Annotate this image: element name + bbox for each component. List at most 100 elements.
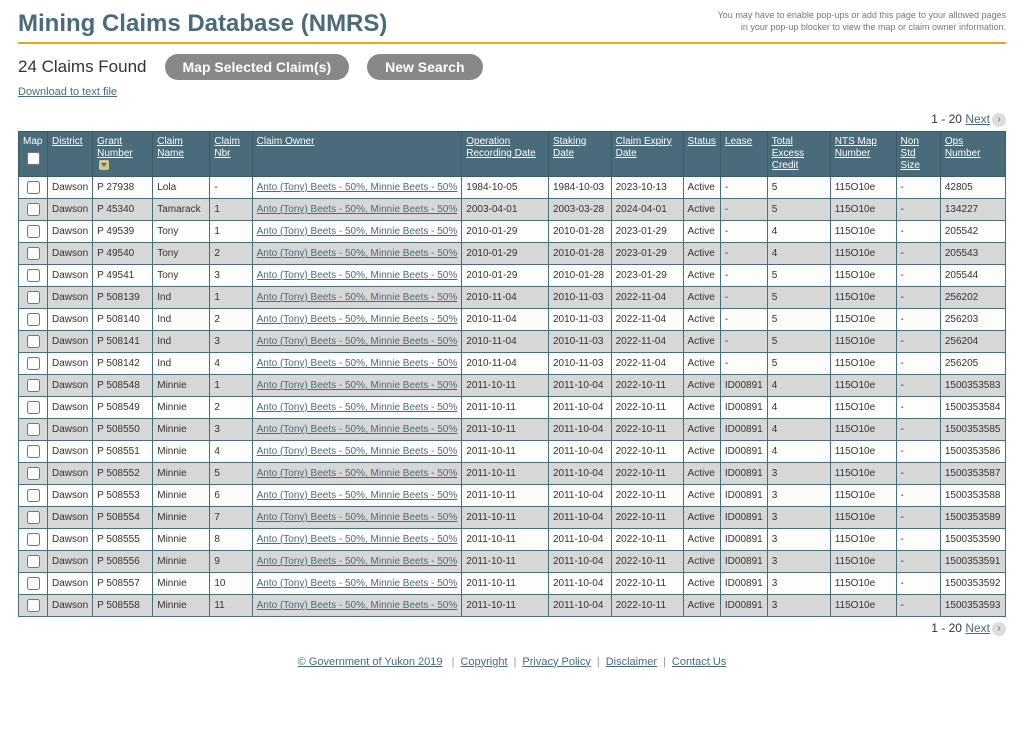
chevron-right-icon[interactable]: › (992, 113, 1006, 127)
col-header-total_excess[interactable]: Total Excess Credit (767, 131, 830, 176)
footer-gov-link[interactable]: © Government of Yukon 2019 (298, 656, 443, 668)
cell-nts_map: 115O10e (830, 550, 896, 572)
cell-ops_number: 134227 (940, 198, 1005, 220)
col-header-lease[interactable]: Lease (720, 131, 767, 176)
cell-lease: - (720, 242, 767, 264)
col-header-link-status[interactable]: Status (688, 136, 716, 148)
claim-owner-link[interactable]: Anto (Tony) Beets - 50%, Minnie Beets - … (257, 402, 458, 413)
col-header-claim_owner[interactable]: Claim Owner (252, 131, 462, 176)
row-checkbox[interactable] (27, 489, 40, 502)
col-header-link-claim_owner[interactable]: Claim Owner (257, 136, 458, 148)
claim-owner-link[interactable]: Anto (Tony) Beets - 50%, Minnie Beets - … (257, 600, 458, 611)
cell-total_excess: 3 (767, 506, 830, 528)
col-header-link-ops_number[interactable]: Ops Number (945, 136, 1001, 160)
claim-owner-link[interactable]: Anto (Tony) Beets - 50%, Minnie Beets - … (257, 578, 458, 589)
row-checkbox[interactable] (27, 291, 40, 304)
row-checkbox[interactable] (27, 599, 40, 612)
cell-staking_date: 2011-10-04 (548, 572, 611, 594)
cell-non_std: - (896, 330, 940, 352)
claim-owner-link[interactable]: Anto (Tony) Beets - 50%, Minnie Beets - … (257, 512, 458, 523)
col-header-link-total_excess[interactable]: Total Excess Credit (772, 136, 826, 172)
row-checkbox[interactable] (27, 555, 40, 568)
col-header-staking_date[interactable]: Staking Date (548, 131, 611, 176)
claim-owner-link[interactable]: Anto (Tony) Beets - 50%, Minnie Beets - … (257, 292, 458, 303)
cell-op_rec_date: 2011-10-11 (462, 440, 549, 462)
row-checkbox[interactable] (27, 203, 40, 216)
footer-link-copyright[interactable]: Copyright (460, 656, 507, 668)
download-link[interactable]: Download to text file (18, 86, 117, 98)
col-header-link-claim_nbr[interactable]: Claim Nbr (214, 136, 247, 160)
claim-owner-link[interactable]: Anto (Tony) Beets - 50%, Minnie Beets - … (257, 314, 458, 325)
map-selected-button[interactable]: Map Selected Claim(s) (165, 54, 350, 80)
footer-link-contact-us[interactable]: Contact Us (672, 656, 726, 668)
col-header-link-grant_number[interactable]: Grant Number (97, 136, 148, 160)
claim-owner-link[interactable]: Anto (Tony) Beets - 50%, Minnie Beets - … (257, 358, 458, 369)
col-header-non_std[interactable]: Non Std Size (896, 131, 940, 176)
col-header-link-op_rec_date[interactable]: Operation Recording Date (466, 136, 544, 160)
claim-owner-link[interactable]: Anto (Tony) Beets - 50%, Minnie Beets - … (257, 490, 458, 501)
col-header-link-district[interactable]: District (52, 136, 88, 148)
cell-claim_nbr: 1 (210, 220, 252, 242)
row-checkbox[interactable] (27, 313, 40, 326)
cell-ops_number: 256205 (940, 352, 1005, 374)
chevron-right-icon[interactable]: › (992, 622, 1006, 636)
col-header-link-claim_name[interactable]: Claim Name (157, 136, 205, 160)
claim-owner-link[interactable]: Anto (Tony) Beets - 50%, Minnie Beets - … (257, 204, 458, 215)
cell-grant_number: P 508548 (93, 374, 153, 396)
col-header-link-staking_date[interactable]: Staking Date (553, 136, 607, 160)
claim-owner-link[interactable]: Anto (Tony) Beets - 50%, Minnie Beets - … (257, 270, 458, 281)
claim-owner-link[interactable]: Anto (Tony) Beets - 50%, Minnie Beets - … (257, 380, 458, 391)
row-checkbox[interactable] (27, 225, 40, 238)
col-header-status[interactable]: Status (683, 131, 720, 176)
cell-op_rec_date: 2011-10-11 (462, 396, 549, 418)
row-checkbox[interactable] (27, 379, 40, 392)
row-checkbox[interactable] (27, 511, 40, 524)
cell-nts_map: 115O10e (830, 396, 896, 418)
claim-owner-link[interactable]: Anto (Tony) Beets - 50%, Minnie Beets - … (257, 424, 458, 435)
new-search-button[interactable]: New Search (367, 54, 482, 80)
cell-ops_number: 1500353583 (940, 374, 1005, 396)
cell-claim_name: Minnie (153, 550, 210, 572)
row-checkbox[interactable] (27, 423, 40, 436)
row-checkbox[interactable] (27, 357, 40, 370)
col-header-link-claim_expiry[interactable]: Claim Expiry Date (616, 136, 679, 160)
col-header-link-non_std[interactable]: Non Std Size (901, 136, 936, 172)
col-header-claim_nbr[interactable]: Claim Nbr (210, 131, 252, 176)
pager-next-link[interactable]: Next (965, 112, 990, 126)
row-checkbox[interactable] (27, 401, 40, 414)
col-header-op_rec_date[interactable]: Operation Recording Date (462, 131, 549, 176)
claim-owner-link[interactable]: Anto (Tony) Beets - 50%, Minnie Beets - … (257, 534, 458, 545)
row-checkbox[interactable] (27, 533, 40, 546)
col-header-district[interactable]: District (48, 131, 93, 176)
claim-owner-link[interactable]: Anto (Tony) Beets - 50%, Minnie Beets - … (257, 336, 458, 347)
claim-owner-link[interactable]: Anto (Tony) Beets - 50%, Minnie Beets - … (257, 226, 458, 237)
col-header-claim_name[interactable]: Claim Name (153, 131, 210, 176)
row-checkbox[interactable] (27, 181, 40, 194)
claim-owner-link[interactable]: Anto (Tony) Beets - 50%, Minnie Beets - … (257, 556, 458, 567)
sort-desc-icon[interactable] (99, 160, 109, 170)
pager-next-link[interactable]: Next (965, 621, 990, 635)
claim-owner-link[interactable]: Anto (Tony) Beets - 50%, Minnie Beets - … (257, 248, 458, 259)
footer-link-privacy-policy[interactable]: Privacy Policy (522, 656, 590, 668)
col-header-link-nts_map[interactable]: NTS Map Number (835, 136, 892, 160)
row-checkbox[interactable] (27, 467, 40, 480)
col-header-claim_expiry[interactable]: Claim Expiry Date (611, 131, 683, 176)
row-checkbox[interactable] (27, 445, 40, 458)
row-checkbox[interactable] (27, 335, 40, 348)
col-header-link-lease[interactable]: Lease (725, 136, 763, 148)
cell-claim_name: Lola (153, 176, 210, 198)
row-checkbox[interactable] (27, 269, 40, 282)
cell-ops_number: 1500353593 (940, 594, 1005, 616)
claim-owner-link[interactable]: Anto (Tony) Beets - 50%, Minnie Beets - … (257, 468, 458, 479)
cell-grant_number: P 508555 (93, 528, 153, 550)
col-header-nts_map[interactable]: NTS Map Number (830, 131, 896, 176)
claim-owner-link[interactable]: Anto (Tony) Beets - 50%, Minnie Beets - … (257, 182, 458, 193)
select-all-checkbox[interactable] (27, 152, 40, 165)
row-checkbox[interactable] (27, 247, 40, 260)
claim-owner-link[interactable]: Anto (Tony) Beets - 50%, Minnie Beets - … (257, 446, 458, 457)
footer-link-disclaimer[interactable]: Disclaimer (606, 656, 657, 668)
row-checkbox[interactable] (27, 577, 40, 590)
cell-nts_map: 115O10e (830, 440, 896, 462)
col-header-grant_number[interactable]: Grant Number (93, 131, 153, 176)
col-header-ops_number[interactable]: Ops Number (940, 131, 1005, 176)
